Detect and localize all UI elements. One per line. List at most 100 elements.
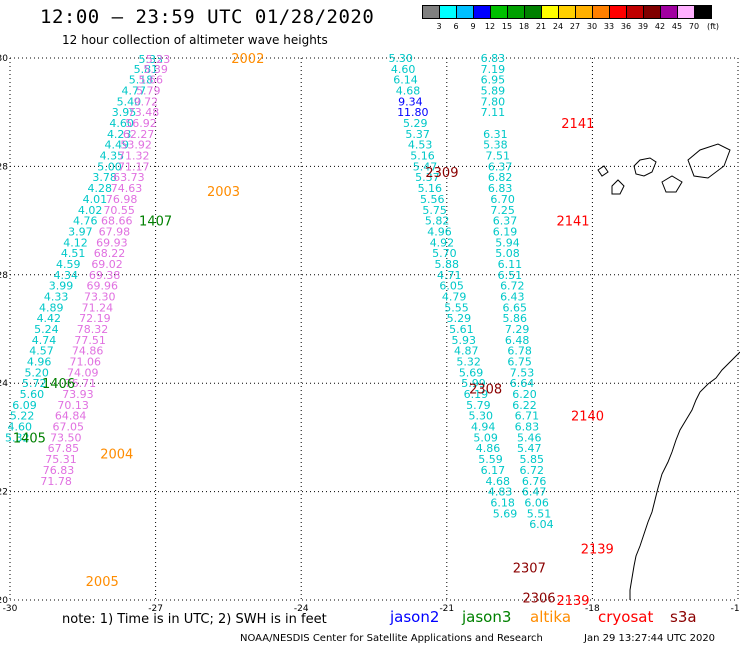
satellite-legend-item: jason2 xyxy=(390,608,440,626)
swh-value: 5.69 xyxy=(459,366,484,379)
scale-label: 45 xyxy=(671,22,683,31)
swh-value: 6.78 xyxy=(507,345,532,358)
swh-value: 4.60 xyxy=(391,63,416,76)
scale-swatch xyxy=(694,5,712,19)
swh-value: 4.28 xyxy=(88,182,113,195)
swh-value: 5.72 xyxy=(22,377,47,390)
swh-value: 6.17 xyxy=(481,464,506,477)
swh-value: 4.60 xyxy=(7,421,32,434)
swh-value: 73.93 xyxy=(62,388,94,401)
swh-value: 3.97 xyxy=(68,225,93,238)
swh-value: 78.32 xyxy=(77,323,109,336)
swh-value: 4.01 xyxy=(83,193,108,206)
satellite-pass-labels: 2002 2003 1407 1406 2004 1405 2005 2141 2309 2141… xyxy=(13,52,614,609)
swh-value: 6.82 xyxy=(488,171,513,184)
swh-value: 5.89 xyxy=(481,85,506,98)
wave-height-values: 5.335.815.184.775.403.954.604.234.494.35… xyxy=(5,52,554,531)
swh-value: 6.18 xyxy=(490,496,515,509)
swh-value: 5.24 xyxy=(34,323,59,336)
swh-value: 3.99 xyxy=(49,280,74,293)
swh-value: 74.09 xyxy=(67,366,99,379)
swh-value: 5.79 xyxy=(136,85,161,98)
swh-value: 5.69 xyxy=(493,507,518,520)
swh-value: 5.20 xyxy=(24,366,49,379)
swh-value: 5.29 xyxy=(447,312,472,325)
swh-value: 69.96 xyxy=(86,280,118,293)
swh-value: 6.65 xyxy=(502,301,527,314)
swh-value: 6.37 xyxy=(488,160,513,173)
y-tick-label: 24 xyxy=(0,379,8,389)
y-tick-label: 28 xyxy=(0,162,8,172)
swh-value: 5.94 xyxy=(495,236,520,249)
satellite-legend-item: altika xyxy=(530,608,572,626)
pass-id-label: 2004 xyxy=(100,448,133,463)
swh-value: 4.76 xyxy=(73,215,98,228)
x-tick-label: -24 xyxy=(294,604,309,614)
axis-labels: -30 -27 -24 -21 -18 -15 30 28 28 24 22 20 xyxy=(0,54,740,614)
footer-note: note: 1) Time is in UTC; 2) SWH is in fe… xyxy=(62,612,327,627)
pass-id-label: 2141 xyxy=(561,117,594,132)
pass-id-label: 1406 xyxy=(42,377,75,392)
scale-label: 18 xyxy=(518,22,530,31)
swh-value: 9.34 xyxy=(398,95,423,108)
satellite-legend-item: jason3 xyxy=(462,608,512,626)
page-title: 12:00 – 23:59 UTC 01/28/2020 xyxy=(40,6,375,28)
swh-value: 70.13 xyxy=(57,399,89,412)
x-tick-label: -15 xyxy=(731,604,740,614)
swh-value: 76.83 xyxy=(43,464,75,477)
generated-timestamp: Jan 29 13:27:44 UTC 2020 xyxy=(584,633,716,644)
swh-value: 68.22 xyxy=(94,247,126,260)
scale-label: 15 xyxy=(501,22,513,31)
pass-id-label: 2139 xyxy=(556,594,589,609)
swh-value: 6.48 xyxy=(505,334,530,347)
swh-value: 5.60 xyxy=(20,388,45,401)
swh-value: 6.47 xyxy=(522,486,547,499)
swh-value: 5.08 xyxy=(495,247,520,260)
swh-value: 76.98 xyxy=(106,193,138,206)
swh-value: 5.39 xyxy=(143,63,168,76)
x-tick-label: -27 xyxy=(148,604,163,614)
scale-label: 70 xyxy=(688,22,700,31)
swh-value: 4.83 xyxy=(488,486,513,499)
satellite-legend-item: cryosat xyxy=(598,608,654,626)
swh-value: 6.75 xyxy=(507,356,532,369)
swh-value: 5.88 xyxy=(435,258,460,271)
swh-value: 5.16 xyxy=(410,150,435,163)
island-canaries-d xyxy=(611,179,625,195)
swh-value: 5.30 xyxy=(469,410,494,423)
swh-value: 6.72 xyxy=(500,280,525,293)
swh-value: 4.96 xyxy=(427,225,452,238)
swh-value: 75.31 xyxy=(45,453,77,466)
swh-value: 70.55 xyxy=(103,204,135,217)
swh-value: 5.61 xyxy=(449,323,474,336)
swh-value: 5.81 xyxy=(134,63,159,76)
swh-value: 5.32 xyxy=(5,431,30,444)
island-canaries-c xyxy=(661,175,683,193)
swh-value: 5.66 xyxy=(138,74,163,87)
swh-value: 4.77 xyxy=(122,85,147,98)
y-tick-label: 28 xyxy=(0,271,8,281)
swh-value: 68.66 xyxy=(101,215,133,228)
scale-unit: (ft) xyxy=(707,22,720,31)
swh-value: 4.23 xyxy=(107,128,132,141)
swh-value: 5.32 xyxy=(456,356,481,369)
scale-label: 30 xyxy=(586,22,598,31)
swh-value: 69.38 xyxy=(89,269,121,282)
swh-value: 74.63 xyxy=(111,182,143,195)
page-subtitle: 12 hour collection of altimeter wave hei… xyxy=(62,33,328,47)
swh-value: 4.34 xyxy=(54,269,79,282)
swh-value: 71.32 xyxy=(118,150,150,163)
y-tick-label: 22 xyxy=(0,488,8,498)
swh-value: 6.19 xyxy=(464,388,489,401)
swh-value: 6.22 xyxy=(512,399,537,412)
swh-value: 4.86 xyxy=(476,442,501,455)
swh-value: 69.93 xyxy=(96,236,128,249)
swh-value: 5.51 xyxy=(527,507,552,520)
scale-label: 21 xyxy=(535,22,547,31)
pass-id-label: 2306 xyxy=(522,591,555,606)
swh-value: 5.86 xyxy=(502,312,527,325)
swh-value: 5.47 xyxy=(517,442,542,455)
swh-value: 64.84 xyxy=(55,410,87,423)
